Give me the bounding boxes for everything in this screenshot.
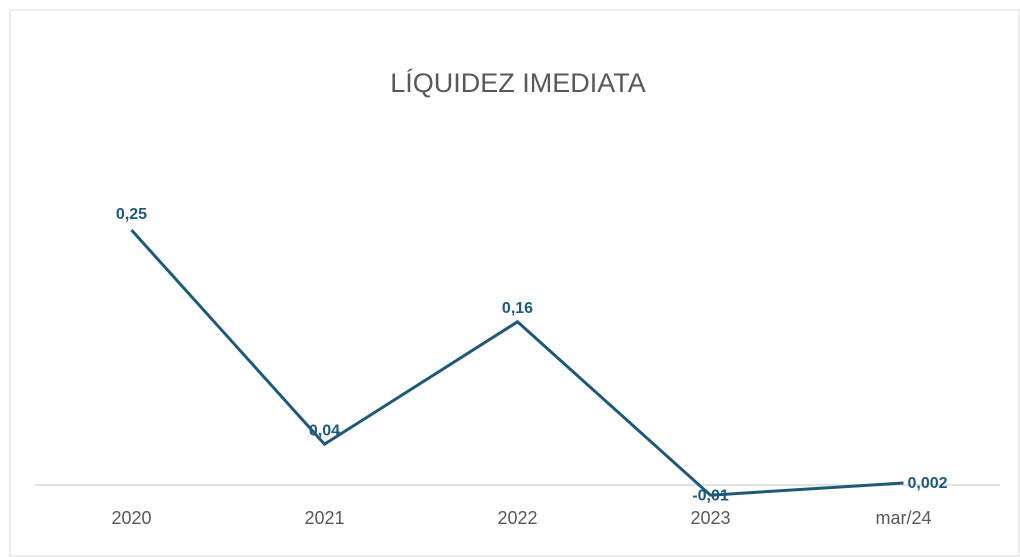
data-label: 0,25	[116, 206, 147, 223]
data-label: 0,04	[309, 422, 340, 439]
x-tick-label: 2020	[111, 508, 151, 528]
x-tick-label: 2022	[497, 508, 537, 528]
data-label: 0,002	[907, 475, 947, 492]
x-tick-label: 2023	[690, 508, 730, 528]
x-tick-label: mar/24	[875, 508, 931, 528]
line	[130, 228, 904, 497]
data-label: 0,16	[502, 300, 533, 317]
chart-title: LÍQUIDEZ IMEDIATA	[390, 68, 646, 98]
x-tick-label: 2021	[304, 508, 344, 528]
data-label: -0,01	[692, 487, 729, 504]
